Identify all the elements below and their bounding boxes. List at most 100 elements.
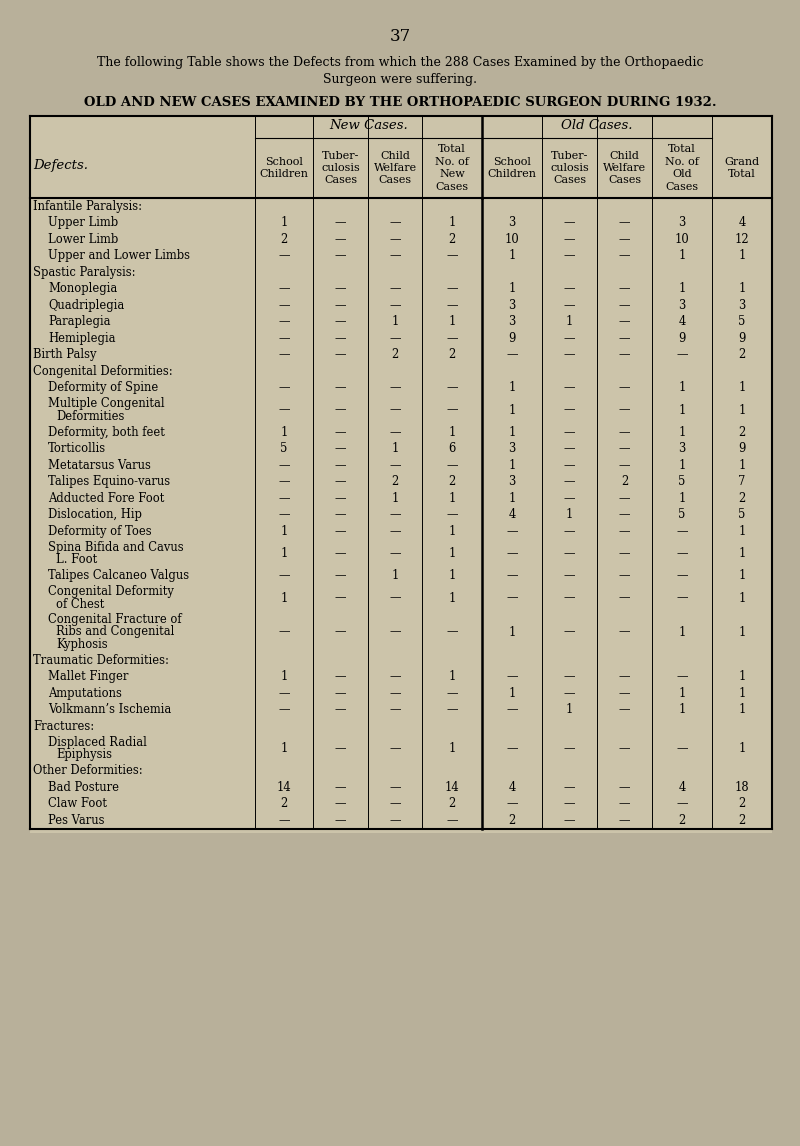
Text: —: — [564, 299, 575, 312]
Text: Spastic Paralysis:: Spastic Paralysis: [33, 266, 135, 278]
Text: 1: 1 [508, 458, 516, 472]
Text: —: — [618, 233, 630, 245]
Text: Torticollis: Torticollis [48, 442, 106, 455]
Text: 1: 1 [678, 492, 686, 504]
Text: —: — [390, 741, 401, 755]
Text: Multiple Congenital: Multiple Congenital [48, 398, 165, 410]
Text: —: — [564, 282, 575, 296]
Text: —: — [506, 704, 518, 716]
Text: 5: 5 [738, 508, 746, 521]
Text: 1: 1 [738, 570, 746, 582]
Text: —: — [278, 282, 290, 296]
Text: —: — [618, 217, 630, 229]
Text: —: — [334, 704, 346, 716]
Text: Surgeon were suffering.: Surgeon were suffering. [323, 73, 477, 86]
Text: —: — [564, 458, 575, 472]
Text: —: — [390, 426, 401, 439]
Text: —: — [618, 331, 630, 345]
Text: 1: 1 [678, 458, 686, 472]
Text: Volkmann’s Ischemia: Volkmann’s Ischemia [48, 704, 171, 716]
Text: —: — [618, 704, 630, 716]
Text: Total
No. of
New
Cases: Total No. of New Cases [435, 144, 469, 191]
Text: Spina Bifida and Cavus: Spina Bifida and Cavus [48, 541, 184, 554]
Text: —: — [618, 525, 630, 537]
Text: The following Table shows the Defects from which the 288 Cases Examined by the O: The following Table shows the Defects fr… [97, 56, 703, 69]
Text: 3: 3 [738, 299, 746, 312]
Text: 1: 1 [391, 492, 398, 504]
Text: 2: 2 [280, 233, 288, 245]
Text: —: — [390, 591, 401, 604]
Text: Congenital Deformities:: Congenital Deformities: [33, 364, 173, 378]
Text: —: — [676, 741, 688, 755]
Text: Old Cases.: Old Cases. [562, 119, 633, 132]
Text: 1: 1 [738, 547, 746, 560]
Text: —: — [390, 508, 401, 521]
Text: 1: 1 [448, 217, 456, 229]
Text: —: — [618, 315, 630, 328]
Text: —: — [278, 315, 290, 328]
Text: 2: 2 [621, 476, 628, 488]
Text: —: — [676, 798, 688, 810]
Text: 1: 1 [508, 382, 516, 394]
Text: 1: 1 [678, 282, 686, 296]
Text: —: — [334, 591, 346, 604]
Text: 1: 1 [448, 426, 456, 439]
Text: 1: 1 [678, 426, 686, 439]
Text: —: — [618, 591, 630, 604]
Text: Defects.: Defects. [33, 159, 88, 173]
Text: 2: 2 [738, 426, 746, 439]
Text: Upper and Lower Limbs: Upper and Lower Limbs [48, 249, 190, 262]
Text: —: — [618, 492, 630, 504]
Text: 2: 2 [448, 798, 456, 810]
Text: 9: 9 [738, 331, 746, 345]
Text: —: — [676, 348, 688, 361]
Text: —: — [278, 686, 290, 700]
Text: Congenital Deformity: Congenital Deformity [48, 586, 174, 598]
Text: —: — [390, 282, 401, 296]
Text: —: — [618, 626, 630, 638]
Text: —: — [278, 476, 290, 488]
Text: 1: 1 [448, 591, 456, 604]
Text: —: — [676, 591, 688, 604]
Text: 1: 1 [448, 741, 456, 755]
Text: 4: 4 [678, 780, 686, 794]
Text: 1: 1 [738, 741, 746, 755]
Text: —: — [334, 315, 346, 328]
Text: —: — [564, 780, 575, 794]
Text: —: — [334, 798, 346, 810]
Text: 2: 2 [448, 233, 456, 245]
Text: —: — [334, 492, 346, 504]
Text: —: — [278, 249, 290, 262]
Text: 1: 1 [508, 282, 516, 296]
Text: L. Foot: L. Foot [56, 554, 98, 566]
Text: 1: 1 [280, 217, 288, 229]
Text: —: — [390, 249, 401, 262]
Text: —: — [506, 798, 518, 810]
Text: of Chest: of Chest [56, 598, 104, 611]
Text: 2: 2 [448, 476, 456, 488]
Text: —: — [390, 547, 401, 560]
Text: 1: 1 [508, 492, 516, 504]
Text: 2: 2 [678, 814, 686, 826]
Text: 2: 2 [738, 492, 746, 504]
Text: 2: 2 [508, 814, 516, 826]
Text: —: — [446, 382, 458, 394]
Text: Claw Foot: Claw Foot [48, 798, 107, 810]
Text: 6: 6 [448, 442, 456, 455]
Text: —: — [446, 282, 458, 296]
Text: —: — [278, 382, 290, 394]
Text: —: — [564, 670, 575, 683]
Text: 1: 1 [448, 525, 456, 537]
Text: —: — [446, 814, 458, 826]
Text: —: — [564, 217, 575, 229]
Text: —: — [618, 442, 630, 455]
Text: —: — [564, 492, 575, 504]
Text: 3: 3 [508, 442, 516, 455]
Text: —: — [278, 403, 290, 416]
Text: —: — [334, 686, 346, 700]
Text: —: — [564, 403, 575, 416]
Text: 1: 1 [508, 249, 516, 262]
Text: 1: 1 [448, 670, 456, 683]
Text: 3: 3 [678, 217, 686, 229]
Text: —: — [618, 299, 630, 312]
